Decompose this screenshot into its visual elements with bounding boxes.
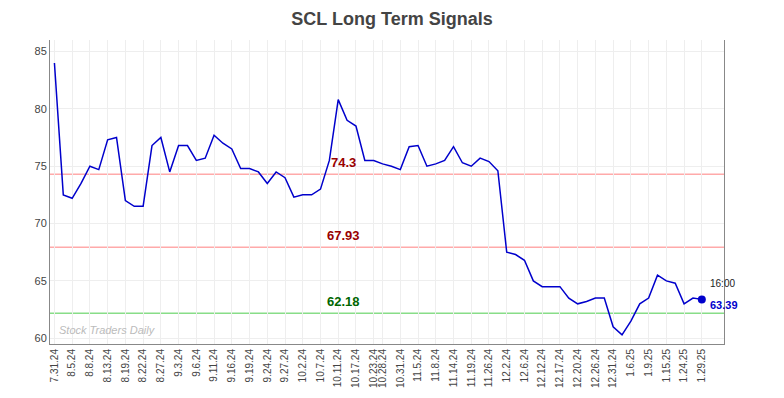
- svg-text:8.5.24: 8.5.24: [66, 349, 77, 377]
- svg-text:8.19.24: 8.19.24: [120, 349, 131, 383]
- svg-text:12.12.24: 12.12.24: [536, 349, 547, 388]
- svg-text:10.17.24: 10.17.24: [350, 349, 361, 388]
- svg-text:9.16.24: 9.16.24: [226, 349, 237, 383]
- svg-text:63.39: 63.39: [710, 299, 738, 311]
- svg-text:8.22.24: 8.22.24: [137, 349, 148, 383]
- svg-text:10.28.24: 10.28.24: [377, 349, 388, 388]
- svg-text:12.20.24: 12.20.24: [572, 349, 583, 388]
- svg-text:8.27.24: 8.27.24: [155, 349, 166, 383]
- svg-text:Stock Traders Daily: Stock Traders Daily: [59, 324, 156, 336]
- svg-text:11.5.24: 11.5.24: [412, 349, 423, 382]
- svg-text:9.27.24: 9.27.24: [279, 349, 290, 383]
- svg-text:60: 60: [35, 332, 47, 344]
- svg-text:16:00: 16:00: [710, 278, 735, 289]
- svg-text:10.11.24: 10.11.24: [332, 349, 343, 388]
- svg-text:70: 70: [35, 217, 47, 229]
- svg-text:11.19.24: 11.19.24: [466, 349, 477, 388]
- svg-text:12.6.24: 12.6.24: [519, 349, 530, 383]
- svg-text:67.93: 67.93: [327, 228, 360, 243]
- svg-text:10.2.24: 10.2.24: [297, 349, 308, 383]
- svg-text:85: 85: [35, 45, 47, 57]
- svg-text:12.2.24: 12.2.24: [501, 349, 512, 383]
- svg-text:9.3.24: 9.3.24: [173, 349, 184, 377]
- svg-text:10.23.24: 10.23.24: [368, 349, 379, 388]
- svg-text:11.14.24: 11.14.24: [448, 349, 459, 388]
- svg-text:80: 80: [35, 103, 47, 115]
- svg-text:75: 75: [35, 160, 47, 172]
- svg-text:12.26.24: 12.26.24: [590, 349, 601, 388]
- svg-text:9.24.24: 9.24.24: [262, 349, 273, 383]
- svg-text:7.31.24: 7.31.24: [49, 349, 60, 383]
- svg-text:1.15.25: 1.15.25: [661, 349, 672, 383]
- svg-text:11.8.24: 11.8.24: [430, 349, 441, 382]
- svg-text:62.18: 62.18: [327, 294, 360, 309]
- svg-text:SCL Long Term Signals: SCL Long Term Signals: [291, 9, 492, 29]
- svg-text:8.13.24: 8.13.24: [102, 349, 113, 383]
- svg-text:1.9.25: 1.9.25: [643, 349, 654, 377]
- svg-text:11.26.24: 11.26.24: [483, 349, 494, 388]
- svg-text:1.29.25: 1.29.25: [696, 349, 707, 383]
- svg-text:1.24.25: 1.24.25: [678, 349, 689, 383]
- svg-text:9.19.24: 9.19.24: [244, 349, 255, 383]
- svg-text:12.17.24: 12.17.24: [554, 349, 565, 388]
- svg-text:10.7.24: 10.7.24: [315, 349, 326, 383]
- svg-text:8.8.24: 8.8.24: [84, 349, 95, 377]
- svg-text:9.6.24: 9.6.24: [191, 349, 202, 377]
- svg-text:12.31.24: 12.31.24: [607, 349, 618, 388]
- svg-text:74.3: 74.3: [331, 155, 356, 170]
- svg-text:9.11.24: 9.11.24: [208, 349, 219, 382]
- svg-text:10.31.24: 10.31.24: [395, 349, 406, 388]
- svg-text:65: 65: [35, 275, 47, 287]
- svg-text:1.6.25: 1.6.25: [625, 349, 636, 377]
